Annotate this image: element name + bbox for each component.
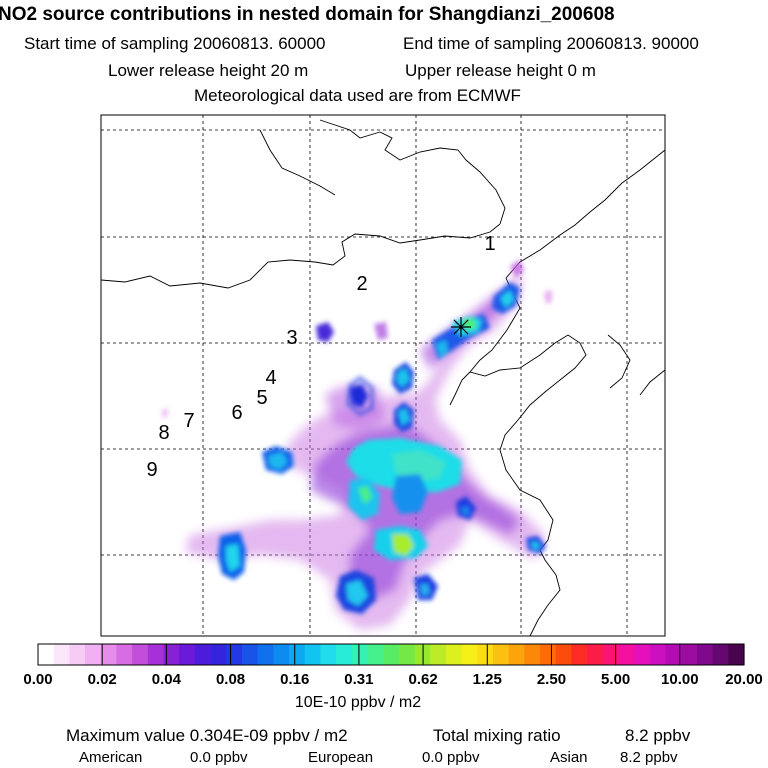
region-label: 7	[183, 410, 194, 432]
colorbar-tick-label: 0.00	[23, 671, 52, 688]
receptor-stroke	[453, 319, 469, 335]
colorbar-swatch	[383, 644, 400, 665]
american-label: American	[79, 749, 143, 766]
colorbar-swatch	[257, 644, 274, 665]
colorbar-swatch	[712, 644, 729, 665]
colorbar-tick-label: 20.00	[725, 671, 763, 688]
colorbar-swatch	[728, 644, 745, 665]
colorbar-swatch	[38, 644, 55, 665]
colorbar-tick-label: 0.16	[280, 671, 309, 688]
colorbar-swatch	[618, 644, 635, 665]
colorbar-swatch	[681, 644, 698, 665]
colorbar-swatch	[461, 644, 478, 665]
colorbar-tick-label: 1.25	[473, 671, 502, 688]
region-label: 2	[356, 273, 367, 295]
region-label: 3	[286, 327, 297, 349]
colorbar-swatch	[163, 644, 180, 665]
asian-value: 8.2 ppbv	[620, 749, 678, 766]
colorbar-swatch	[85, 644, 102, 665]
region-label: 8	[158, 422, 169, 444]
total-mixing-ratio-label: Total mixing ratio	[433, 726, 561, 745]
meteorological-data: Meteorological data used are from ECMWF	[194, 86, 521, 105]
colorbar-swatch	[555, 644, 573, 665]
region-label: 5	[256, 387, 267, 409]
colorbar-swatch	[179, 644, 196, 665]
colorbar	[37, 643, 745, 666]
colorbar-tick-label: 0.02	[88, 671, 117, 688]
colorbar-tick-label: 0.31	[344, 671, 373, 688]
colorbar-tick-label: 5.00	[601, 671, 630, 688]
colorbar-unit-label: 10E-10 ppbv / m2	[295, 694, 421, 711]
colorbar-swatch	[210, 644, 227, 665]
colorbar-swatch	[100, 644, 118, 665]
american-value: 0.0 ppbv	[190, 749, 248, 766]
colorbar-tick-label: 0.62	[408, 671, 437, 688]
colorbar-tick-label: 10.00	[661, 671, 699, 688]
colorbar-swatch	[304, 644, 321, 665]
european-label: European	[308, 749, 374, 766]
european-value: 0.0 ppbv	[422, 749, 480, 766]
colorbar-swatch	[477, 644, 494, 665]
colorbar-tick-label: 2.50	[537, 671, 566, 688]
concentration-plume	[162, 260, 552, 630]
colorbar-swatch	[696, 644, 714, 665]
region-label: 4	[265, 367, 276, 389]
chart-title: NO2 source contributions in nested domai…	[0, 4, 615, 25]
end-time: End time of sampling 20060813. 90000	[403, 34, 699, 53]
colorbar-swatch	[320, 644, 337, 665]
map-frame	[100, 114, 666, 637]
receptor-marker	[451, 317, 471, 337]
colorbar-tick-label: 0.04	[152, 671, 182, 688]
colorbar-swatch	[540, 644, 557, 665]
region-label: 6	[231, 402, 242, 424]
colorbar-swatch	[602, 644, 620, 665]
colorbar-swatch	[571, 644, 588, 665]
colorbar-swatch	[336, 644, 353, 665]
colorbar-swatch	[289, 644, 306, 665]
maximum-value: Maximum value 0.304E-09 ppbv / m2	[66, 726, 348, 745]
total-mixing-ratio-value: 8.2 ppbv	[625, 726, 691, 745]
colorbar-swatch	[587, 644, 604, 665]
colorbar-tick-labels: 0.00 0.02 0.04 0.08 0.16 0.31 0.62 1.25 2.50 5.00…	[23, 671, 762, 688]
lower-release-height: Lower release height 20 m	[108, 61, 309, 80]
colorbar-swatch	[194, 644, 212, 665]
colorbar-swatch	[53, 644, 70, 665]
colorbar-swatch	[445, 644, 463, 665]
colorbar-swatch	[351, 644, 369, 665]
colorbar-swatch	[492, 644, 510, 665]
region-label: 1	[484, 233, 495, 255]
colorbar-swatch	[116, 644, 133, 665]
colorbar-swatch	[226, 644, 243, 665]
colorbar-swatch	[665, 644, 682, 665]
colorbar-swatch	[634, 644, 651, 665]
colorbar-frame	[37, 643, 745, 666]
asian-label: Asian	[550, 749, 588, 766]
colorbar-swatch	[398, 644, 416, 665]
colorbar-swatch	[69, 644, 86, 665]
colorbar-tick-label: 0.08	[216, 671, 245, 688]
region-label: 9	[146, 459, 157, 481]
colorbar-swatch	[367, 644, 384, 665]
colorbar-swatch	[147, 644, 165, 665]
start-time: Start time of sampling 20060813. 60000	[24, 34, 326, 53]
colorbar-swatch	[524, 644, 541, 665]
colorbar-swatch	[508, 644, 525, 665]
colorbar-swatch	[430, 644, 447, 665]
colorbar-swatch	[649, 644, 667, 665]
colorbar-swatch	[273, 644, 290, 665]
upper-release-height: Upper release height 0 m	[405, 61, 596, 80]
colorbar-swatch	[241, 644, 259, 665]
colorbar-swatch	[132, 644, 149, 665]
